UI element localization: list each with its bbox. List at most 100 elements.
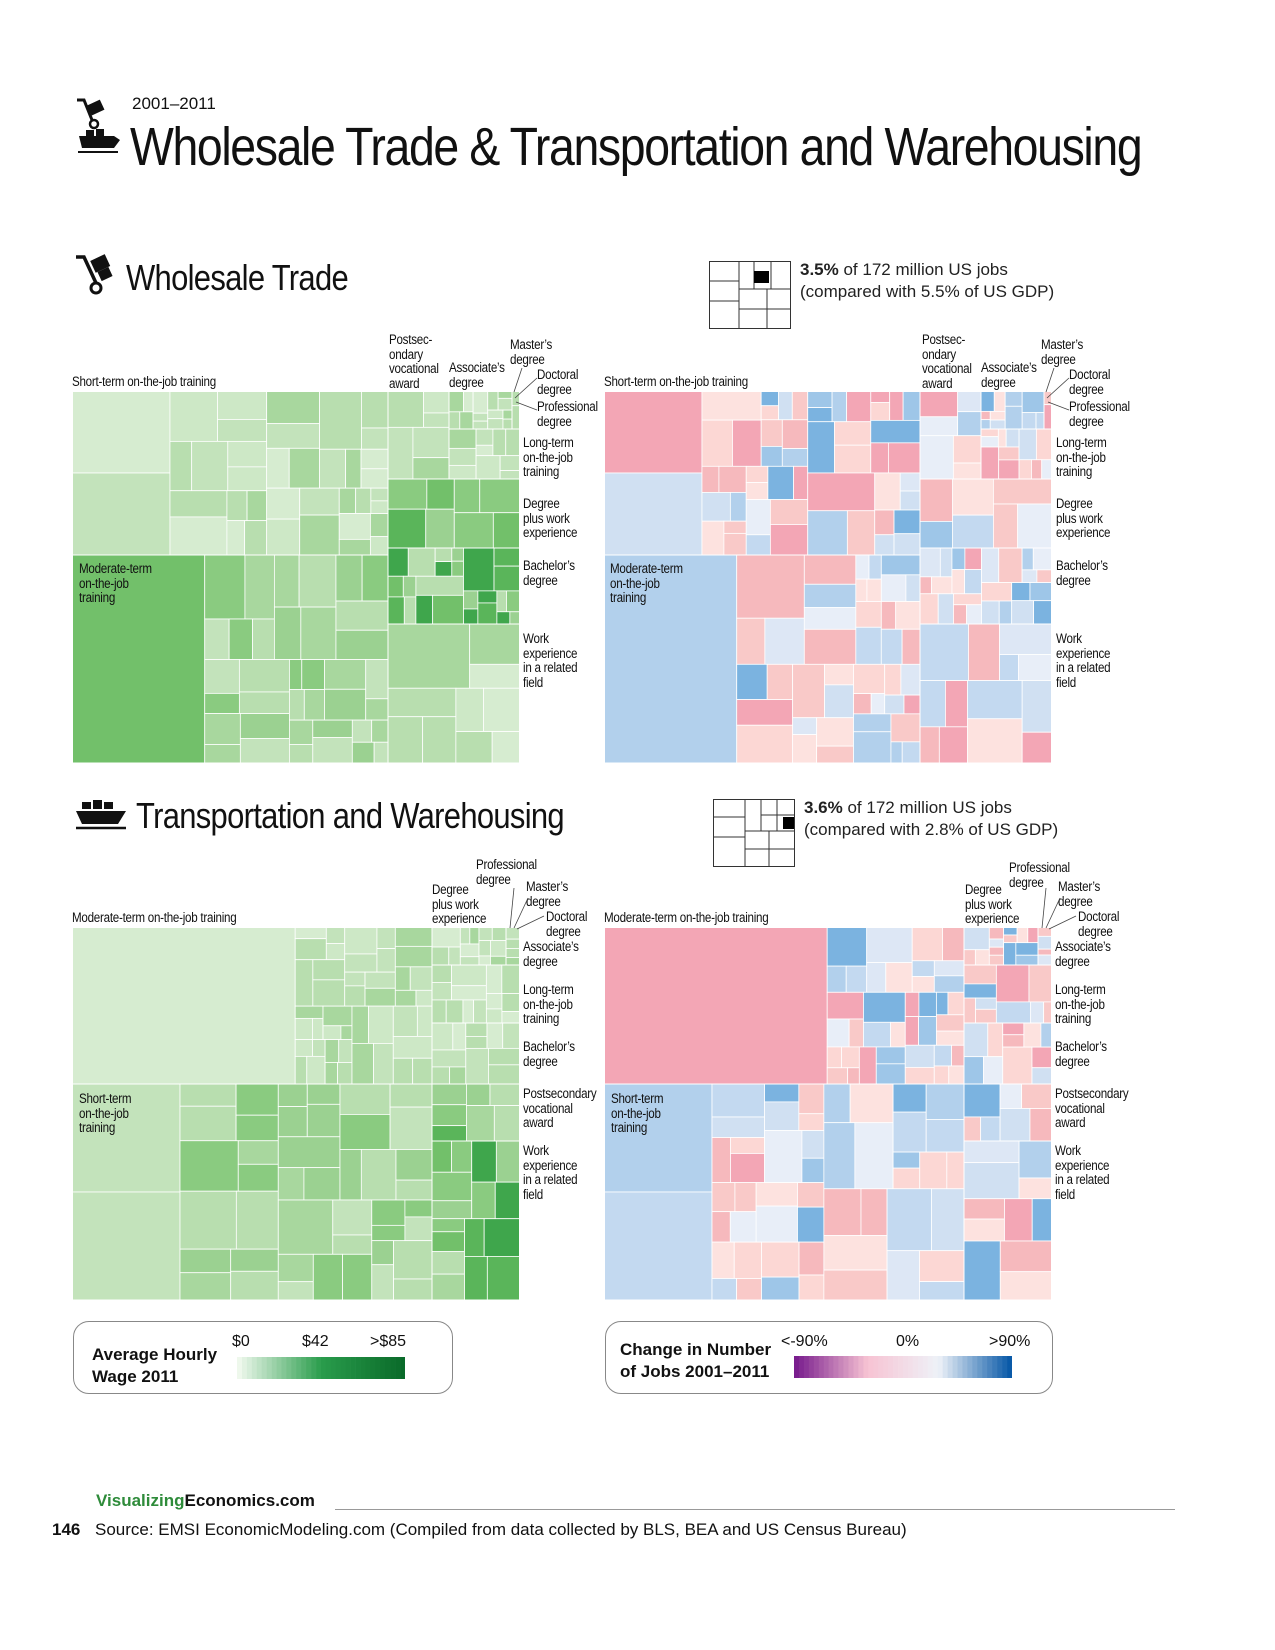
treemap-cell [999, 654, 1019, 681]
treemap-cell [736, 724, 794, 764]
treemap-cell [947, 991, 965, 1016]
treemap-cell [761, 1241, 800, 1278]
treemap-transport-wage [72, 927, 520, 1301]
treemap-cell [459, 411, 474, 430]
treemap-cell [834, 421, 872, 446]
treemap-cell [938, 726, 968, 764]
treemap-cell [863, 1021, 891, 1048]
treemap-cell [870, 442, 889, 474]
treemap-cell [964, 547, 982, 570]
treemap-cell [981, 547, 1000, 583]
treemap-cell [931, 576, 953, 595]
treemap-cell [1037, 954, 1052, 966]
treemap-cell [791, 391, 809, 421]
treemap-wholesale-change [604, 391, 1052, 764]
treemap-cell [370, 487, 389, 502]
treemap-cell [761, 1276, 800, 1301]
treemap-cell [501, 1011, 520, 1024]
label-short-term: Short-term on-the-job training [72, 374, 216, 389]
treemap-cell [294, 938, 327, 961]
treemap-cell [371, 1199, 406, 1226]
treemap-cell [831, 391, 848, 423]
treemap-cell [448, 946, 461, 966]
treemap-cell [394, 945, 433, 968]
treemap-cell [294, 1055, 308, 1085]
treemap-cell [1015, 954, 1039, 966]
colorbar-swatch [868, 1356, 874, 1378]
label-short-term: Short-term on-the-job training [604, 374, 748, 389]
treemap-cell [764, 1101, 800, 1131]
treemap-cell [72, 1191, 181, 1301]
legend-wage: Average Hourly Wage 2011 $0 $42 >$85 [73, 1321, 453, 1394]
treemap-cell [711, 1241, 735, 1279]
page-title: Wholesale Trade & Transportation and War… [130, 117, 1143, 177]
treemap-cell [373, 741, 389, 764]
treemap-cell [452, 1022, 467, 1051]
colorbar-swatch [400, 1357, 405, 1379]
treemap-cell [952, 462, 982, 480]
treemap-cell [415, 575, 464, 596]
treemap-cell [1003, 934, 1018, 944]
treemap-cell [204, 692, 240, 714]
colorbar-swatch [301, 1357, 307, 1379]
treemap-cell [1030, 1001, 1045, 1024]
treemap-cell [816, 717, 854, 747]
treemap-cell [204, 659, 240, 694]
treemap-cell [892, 1111, 927, 1153]
treemap-cell [394, 927, 433, 947]
colorbar-swatch [316, 1357, 322, 1379]
treemap-cell [502, 418, 513, 430]
treemap-cell [338, 513, 371, 540]
label-postsecondary: Postsec- ondary vocational award [922, 332, 972, 391]
treemap-cell [918, 991, 937, 1017]
treemap-cell [496, 590, 507, 613]
treemap-cell [217, 391, 268, 420]
label-doctoral: Doctoral degree [1069, 367, 1111, 397]
treemap-cell [995, 964, 1030, 1003]
treemap-cell [701, 419, 733, 467]
treemap-cell [306, 1083, 341, 1105]
treemap-cell [987, 1022, 1004, 1058]
colorbar-swatch [977, 1356, 983, 1378]
treemap-cell [951, 547, 966, 570]
treemap-cell [431, 1140, 453, 1173]
treemap-cell [491, 731, 520, 764]
treemap-cell [469, 663, 520, 689]
treemap-cell [505, 948, 520, 958]
treemap-cell [919, 547, 941, 578]
colorbar-swatch [903, 1356, 909, 1378]
treemap-cell [431, 1022, 454, 1051]
treemap-cell [471, 1181, 496, 1220]
treemap-cell [72, 472, 171, 556]
label-postsecondary: Postsecondary vocational award [1055, 1086, 1129, 1130]
treemap-cell [431, 1218, 465, 1233]
treemap-cell [332, 1234, 373, 1255]
treemap-cell [322, 1005, 353, 1027]
treemap-cell [322, 1025, 342, 1040]
treemap-cell [237, 1140, 279, 1165]
treemap-cell [875, 1046, 906, 1065]
treemap-cell [846, 510, 876, 556]
colorbar-swatch [987, 1356, 993, 1378]
treemap-cell [371, 1264, 394, 1301]
treemap-cell [235, 1190, 279, 1250]
treemap-cell [217, 419, 268, 442]
treemap-cell [792, 717, 818, 735]
colorbar-swatch [261, 1357, 267, 1379]
treemap-cell [455, 687, 484, 732]
treemap-cell [885, 962, 913, 993]
treemap-cell [778, 391, 793, 421]
treemap-cell [425, 508, 455, 549]
treemap-cell [764, 1083, 800, 1103]
treemap-cell [957, 411, 982, 437]
treemap-cell [273, 606, 302, 660]
treemap-cell [493, 565, 520, 592]
treemap-cell [988, 954, 1005, 966]
treemap-cell [980, 436, 999, 448]
treemap-cell [453, 478, 481, 514]
treemap-cell [392, 1057, 414, 1085]
label-associates: Associate’s degree [449, 360, 505, 390]
treemap-cell [179, 1140, 239, 1192]
treemap-cell [235, 1114, 279, 1142]
treemap-cell [904, 1044, 935, 1068]
